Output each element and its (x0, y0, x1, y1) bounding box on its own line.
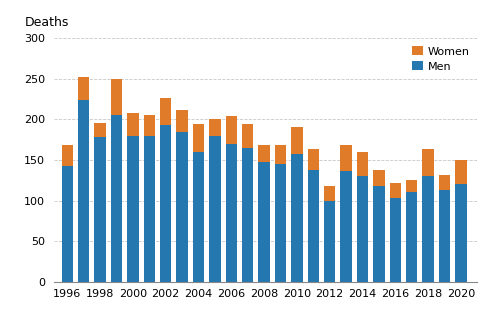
Bar (455, 160, 466, 183)
Bar (390, 183, 401, 198)
Bar (144, 136, 155, 282)
Bar (275, 145, 286, 164)
Bar (193, 152, 204, 282)
Bar (258, 162, 270, 282)
Bar (111, 115, 122, 282)
Bar (258, 145, 270, 162)
Bar (308, 149, 319, 170)
Bar (209, 136, 220, 282)
Bar (439, 175, 450, 190)
Bar (62, 145, 73, 166)
Bar (176, 132, 188, 282)
Bar (291, 154, 303, 282)
Bar (127, 136, 139, 282)
Bar (111, 79, 122, 115)
Bar (422, 176, 434, 282)
Bar (406, 180, 417, 192)
Bar (357, 152, 368, 176)
Bar (357, 176, 368, 282)
Bar (275, 164, 286, 282)
Bar (62, 166, 73, 282)
Bar (422, 149, 434, 176)
Bar (373, 186, 385, 282)
Bar (242, 148, 253, 282)
Bar (390, 198, 401, 282)
Bar (340, 171, 352, 282)
Bar (160, 98, 171, 125)
Bar (78, 100, 90, 282)
Bar (308, 170, 319, 282)
Bar (127, 113, 139, 136)
Bar (94, 123, 106, 137)
Bar (94, 137, 106, 282)
Bar (176, 110, 188, 132)
Bar (455, 183, 466, 282)
Bar (160, 125, 171, 282)
Bar (324, 201, 336, 282)
Bar (406, 192, 417, 282)
Bar (209, 119, 220, 136)
Bar (242, 124, 253, 148)
Bar (324, 186, 336, 201)
Bar (78, 77, 90, 100)
Bar (193, 124, 204, 152)
Bar (291, 127, 303, 154)
Bar (439, 190, 450, 282)
Legend: Women, Men: Women, Men (410, 44, 472, 74)
Bar (340, 145, 352, 171)
Bar (225, 144, 237, 282)
Bar (144, 115, 155, 136)
Bar (373, 170, 385, 186)
Bar (225, 116, 237, 144)
Text: Deaths: Deaths (25, 16, 69, 29)
